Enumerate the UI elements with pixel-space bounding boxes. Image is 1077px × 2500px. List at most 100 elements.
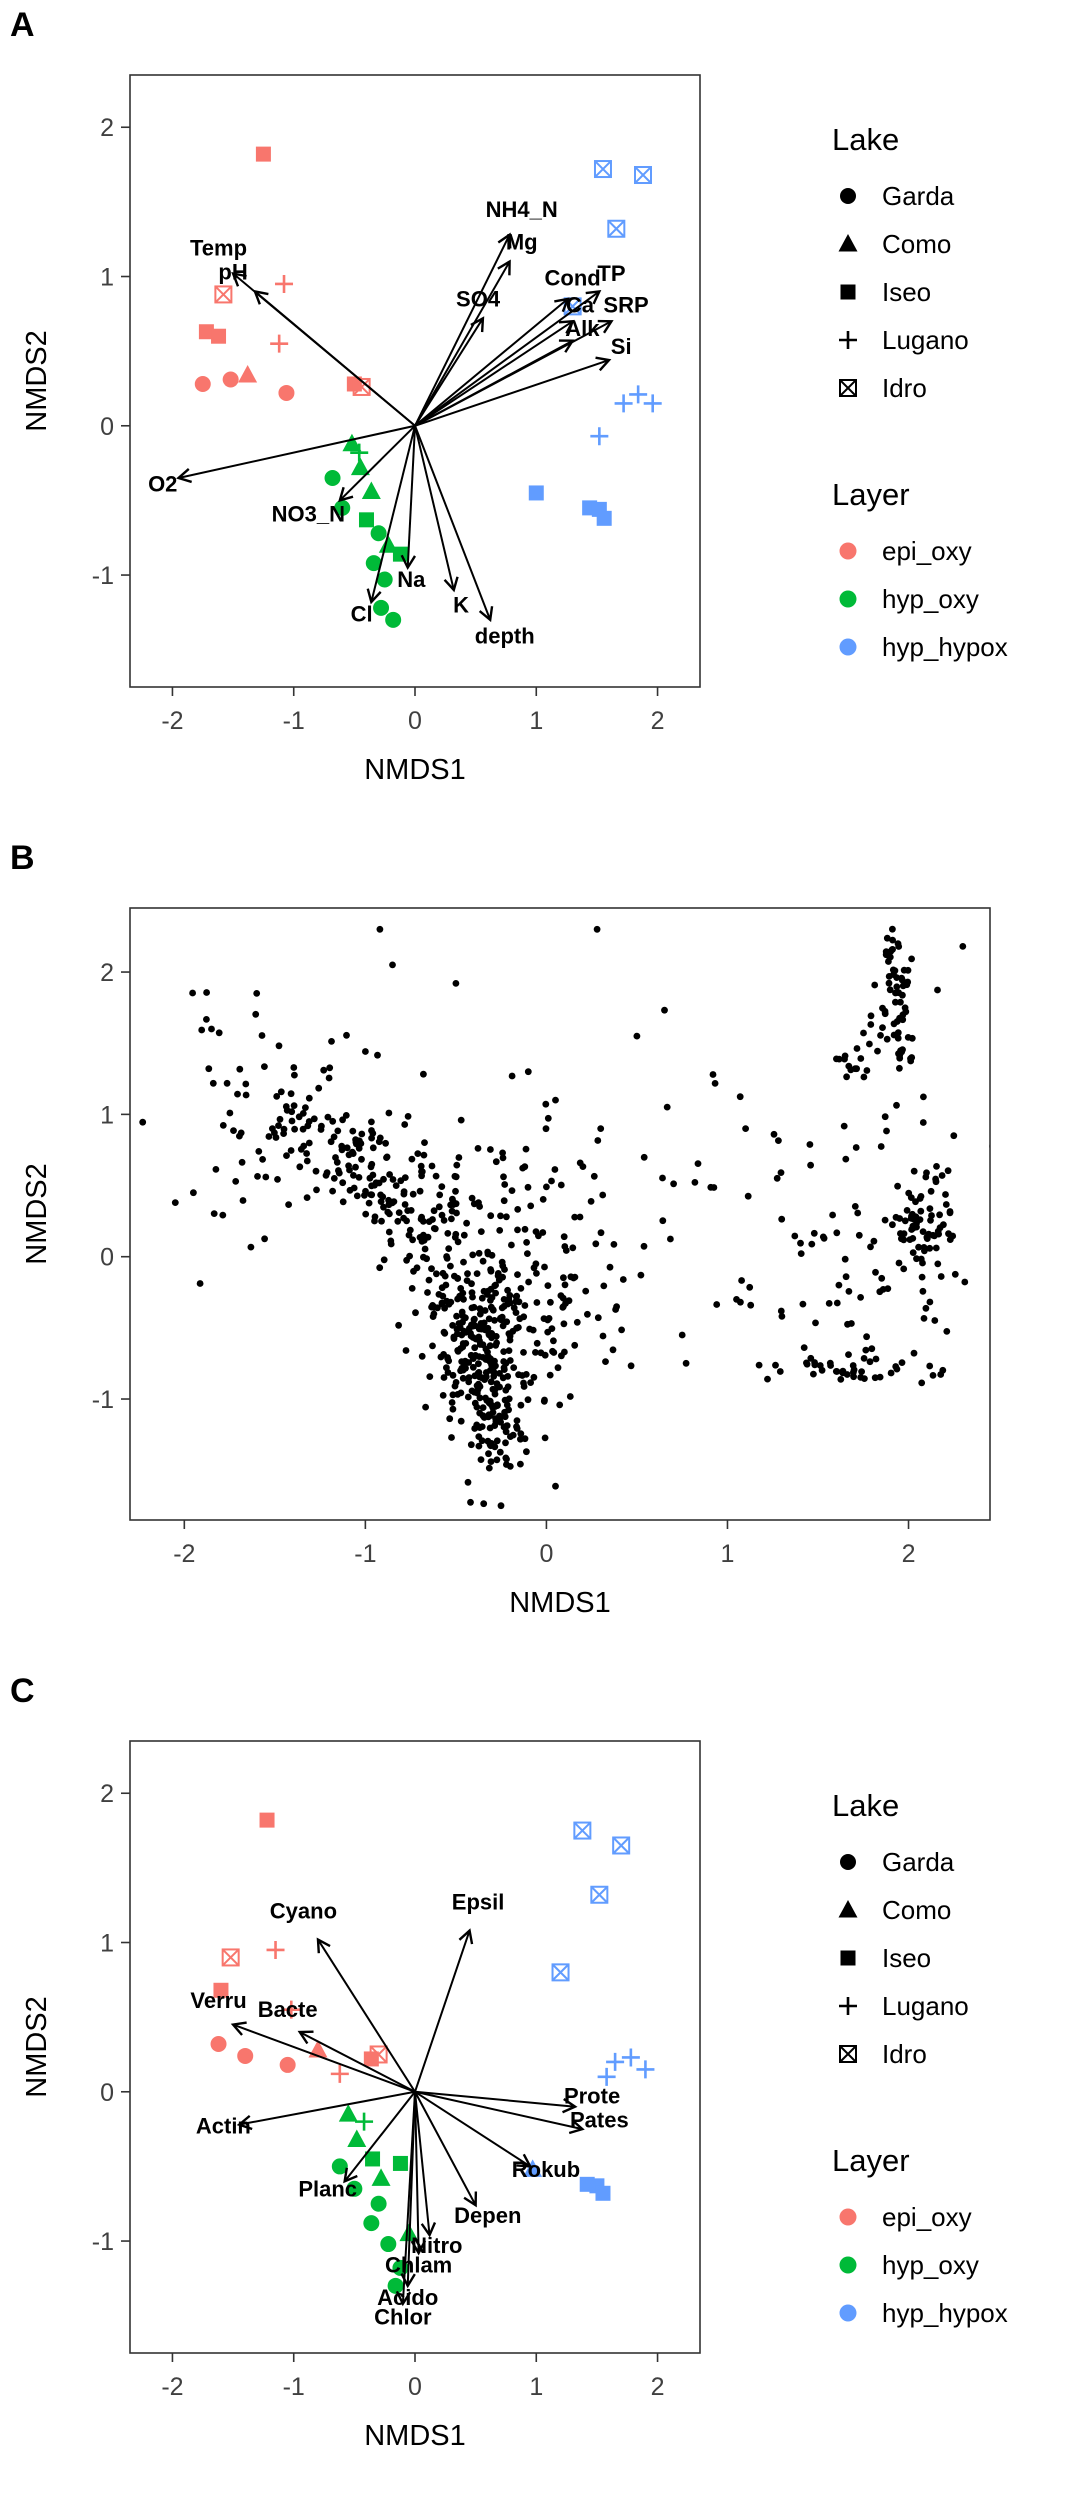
data-point	[252, 1010, 260, 1018]
point-triangle	[361, 481, 381, 499]
data-point	[492, 1158, 500, 1166]
point-triangle	[347, 2129, 367, 2148]
point-circle	[210, 2036, 227, 2053]
vector-label: O2	[148, 471, 177, 496]
data-point	[871, 1374, 879, 1382]
data-point	[566, 1393, 574, 1400]
legend-label: hyp_oxy	[882, 2250, 979, 2280]
data-point	[637, 1271, 645, 1279]
point-plus	[839, 331, 857, 349]
data-point	[283, 1107, 291, 1114]
data-point	[959, 943, 967, 950]
legend-item-epi_oxy: epi_oxy	[839, 2202, 972, 2232]
data-point	[523, 1239, 530, 1246]
data-point	[733, 1296, 740, 1303]
vector-label: Verru	[190, 1988, 246, 2013]
data-point	[485, 1315, 493, 1323]
data-point	[913, 1255, 920, 1263]
data-point	[532, 1349, 539, 1356]
vector-label: Acido	[377, 2285, 438, 2310]
data-point	[889, 936, 896, 944]
point-triangle	[838, 1900, 858, 1918]
data-point	[380, 1256, 388, 1264]
data-point	[806, 1141, 814, 1148]
data-point	[416, 1187, 424, 1195]
data-point	[839, 1369, 847, 1377]
data-point	[483, 1397, 491, 1404]
data-point	[451, 1272, 458, 1280]
data-point	[514, 1206, 522, 1213]
data-point	[440, 1217, 448, 1224]
data-point	[848, 1320, 855, 1327]
vector-arrow	[414, 289, 602, 427]
data-point	[867, 1243, 874, 1251]
data-point	[417, 1162, 425, 1170]
point-plus	[350, 443, 369, 462]
data-point	[493, 1456, 501, 1464]
data-point	[418, 1237, 426, 1245]
data-point	[512, 1293, 520, 1301]
data-point	[478, 1437, 486, 1445]
legend-item-hyp_oxy: hyp_oxy	[839, 2250, 979, 2280]
data-point	[338, 1146, 346, 1154]
y-tick-label: 2	[100, 959, 114, 987]
legend-swatch	[839, 2208, 857, 2226]
data-point	[383, 1153, 391, 1161]
data-point	[908, 1034, 916, 1042]
vector-arrow	[414, 339, 575, 427]
y-tick-label: -1	[92, 562, 114, 590]
data-point	[509, 1431, 517, 1439]
data-point	[913, 1223, 920, 1231]
point-square-x	[839, 379, 857, 397]
data-point	[919, 1287, 927, 1295]
data-point	[477, 1228, 485, 1235]
data-point	[449, 1391, 457, 1399]
data-point	[203, 1016, 210, 1023]
y-tick-label: 1	[100, 1930, 114, 1958]
point-square	[365, 2151, 381, 2167]
data-point	[600, 1282, 608, 1290]
data-point	[811, 1361, 819, 1369]
data-point	[442, 1281, 450, 1289]
data-point	[897, 1230, 904, 1237]
data-point	[506, 1357, 514, 1364]
point-square	[198, 324, 214, 340]
vector-label: Pates	[570, 2108, 629, 2133]
data-point	[504, 1373, 512, 1380]
data-point	[557, 1181, 565, 1189]
vector-arrow	[414, 356, 612, 427]
data-point	[362, 1187, 369, 1195]
vector-arrow	[414, 2090, 585, 2135]
legend-label: Iseo	[882, 1943, 931, 1973]
data-point	[504, 1286, 511, 1294]
data-point	[901, 1004, 909, 1012]
data-point	[329, 1187, 336, 1195]
data-point	[547, 1298, 554, 1306]
data-point	[917, 1207, 925, 1215]
data-point	[609, 1346, 617, 1354]
data-point	[833, 1299, 841, 1307]
vector-label: K	[453, 592, 469, 617]
data-point	[328, 1038, 335, 1045]
data-point	[663, 1103, 671, 1111]
data-point	[907, 1194, 915, 1201]
data-point	[478, 1294, 486, 1302]
data-point	[837, 1376, 845, 1383]
data-point	[226, 1109, 234, 1117]
data-point	[261, 1063, 268, 1070]
data-point	[418, 1352, 426, 1360]
data-point	[853, 1065, 860, 1073]
data-point	[464, 1478, 472, 1486]
data-point	[922, 1304, 930, 1312]
data-point	[385, 1228, 393, 1236]
data-point	[803, 1360, 811, 1368]
point-plus	[614, 394, 633, 413]
data-point	[494, 1270, 502, 1277]
data-point	[444, 1230, 452, 1237]
data-point	[524, 1250, 531, 1257]
data-point	[189, 989, 197, 997]
legend-label: Garda	[882, 181, 955, 211]
data-point	[291, 1125, 298, 1133]
vector-label: Rokub	[512, 2157, 580, 2182]
data-point	[520, 1379, 527, 1387]
